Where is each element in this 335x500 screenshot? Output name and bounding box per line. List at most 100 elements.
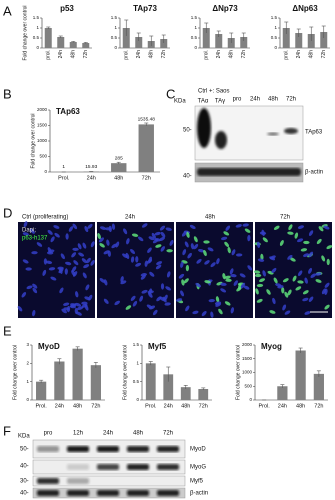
band	[127, 490, 149, 496]
nucleus	[25, 267, 32, 271]
band	[97, 464, 119, 470]
nucleus	[120, 280, 127, 285]
nucleus	[178, 273, 185, 279]
nucleus	[247, 265, 253, 271]
nucleus	[315, 272, 322, 276]
nucleus	[76, 306, 84, 310]
band	[127, 446, 149, 452]
micrographs	[17, 221, 333, 318]
nucleus	[308, 267, 313, 274]
nucleus	[288, 224, 293, 231]
nucleus	[324, 282, 330, 288]
y-axis-label: Fold change over control	[235, 345, 241, 400]
band	[67, 490, 89, 496]
nucleus	[297, 238, 304, 243]
nucleus	[302, 297, 309, 302]
nucleus	[277, 285, 284, 289]
x-tick-label: 24h	[216, 50, 222, 59]
nucleus	[204, 280, 211, 284]
bar	[163, 374, 174, 400]
nucleus	[302, 290, 309, 295]
panel-label: D	[3, 205, 12, 220]
lane-label: 48h	[268, 97, 278, 103]
nucleus	[315, 279, 322, 283]
nucleus	[210, 311, 214, 318]
nucleus	[318, 226, 324, 232]
bar	[282, 28, 290, 48]
bar	[320, 32, 328, 48]
bar	[111, 163, 127, 172]
nucleus	[297, 225, 305, 229]
nucleus	[193, 236, 198, 243]
nucleus	[160, 283, 165, 290]
nucleus	[108, 225, 112, 233]
y-tick-label: 0.5	[191, 35, 198, 40]
x-tick-label: 72h	[91, 403, 100, 409]
y-axis-label: Fold change over control	[30, 113, 36, 168]
x-tick-label: prol.	[284, 50, 290, 60]
band	[127, 464, 149, 470]
nucleus	[166, 271, 171, 278]
nucleus	[114, 300, 120, 306]
nucleus	[295, 286, 302, 291]
nucleus	[180, 261, 184, 268]
nucleus	[240, 282, 246, 289]
nucleus	[175, 298, 183, 302]
kda-label: KDa	[18, 434, 30, 440]
nucleus	[255, 288, 259, 295]
bar	[72, 348, 83, 400]
marker-label: 40-	[183, 174, 192, 180]
blot	[32, 475, 186, 487]
nucleus	[139, 295, 144, 302]
bar	[202, 28, 210, 48]
nucleus	[326, 245, 333, 250]
nucleus	[257, 258, 265, 262]
x-tick-label: 48h	[73, 403, 82, 409]
value-label: 1	[62, 164, 65, 170]
nucleus	[204, 260, 210, 265]
band	[97, 446, 119, 452]
bar	[44, 28, 52, 48]
y-tick-label: 1.5	[111, 15, 118, 20]
nucleus	[125, 252, 130, 260]
nucleus	[198, 248, 205, 253]
nucleus	[185, 305, 190, 312]
nucleus	[74, 302, 82, 307]
nucleus	[36, 242, 43, 247]
bar	[122, 28, 130, 48]
lane-label: pro	[233, 97, 242, 103]
chart-title: MyoD	[38, 342, 60, 351]
nucleus	[184, 241, 189, 248]
nucleus	[308, 230, 314, 236]
nucleus	[22, 259, 29, 264]
band-label: TAp63	[305, 130, 323, 136]
nucleus	[165, 286, 172, 291]
nucleus	[152, 309, 158, 316]
nucleus	[78, 252, 85, 257]
y-tick-label: 1.5	[271, 15, 278, 20]
chart-title: Myog	[261, 342, 282, 351]
panel-label: B	[3, 86, 12, 101]
y-tick-label: 0	[194, 45, 197, 50]
nucleus	[82, 272, 87, 279]
nucleus	[81, 258, 88, 264]
nucleus	[308, 296, 314, 302]
nucleus	[72, 271, 78, 277]
nucleus	[273, 277, 278, 284]
panel-label: C	[166, 86, 175, 101]
bar	[145, 363, 156, 400]
nucleus	[239, 273, 246, 278]
y-tick-label: 500	[39, 154, 47, 159]
nucleus	[65, 233, 69, 240]
y-tick-label: 2000	[242, 342, 253, 347]
y-tick-label: 0.5	[133, 379, 140, 384]
nucleus	[187, 252, 192, 259]
nucleus	[45, 260, 53, 264]
nucleus	[164, 302, 171, 306]
band	[215, 131, 227, 149]
marker-label: 30-	[20, 479, 29, 485]
nucleus	[224, 301, 231, 306]
y-tick-label: 1	[36, 25, 39, 30]
nucleus	[220, 236, 228, 241]
